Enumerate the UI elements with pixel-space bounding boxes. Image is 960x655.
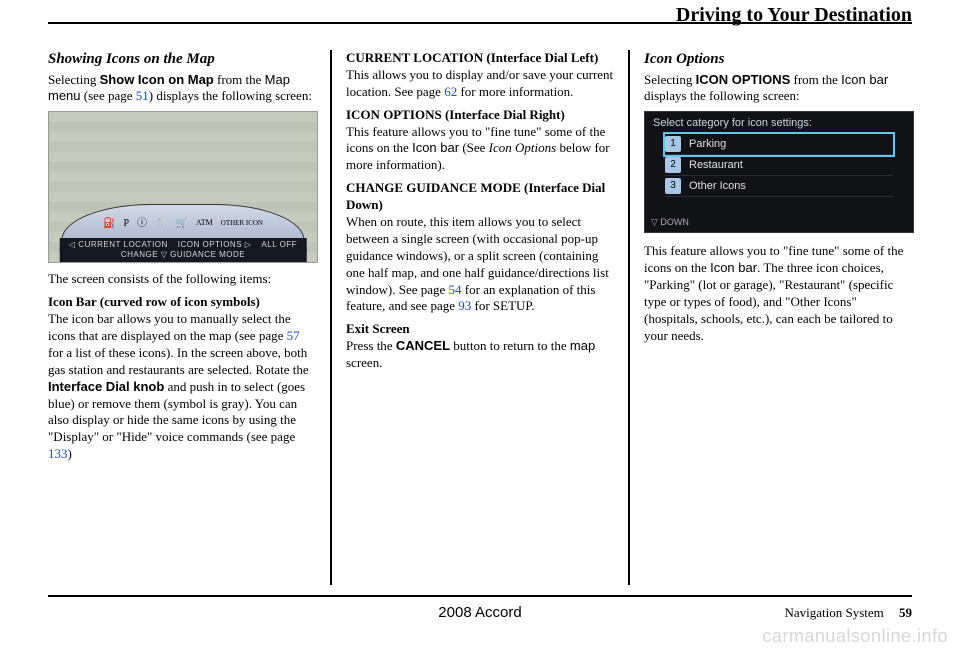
text: from the <box>214 72 265 87</box>
list-label: Restaurant <box>689 158 743 172</box>
text-sans: Icon bar <box>841 72 888 87</box>
text: ) displays the following screen: <box>149 88 312 103</box>
list-label: Parking <box>689 137 726 151</box>
screenshot-list: 1 Parking 2 Restaurant 3 Other Icons <box>665 134 893 197</box>
text-bold: CANCEL <box>396 338 450 353</box>
text-bold: Show Icon on Map <box>100 72 214 87</box>
page-ref-link[interactable]: 54 <box>449 282 462 297</box>
iconbar-row2: CHANGE ▽ GUIDANCE MODE <box>60 248 307 262</box>
list-item: 3 Other Icons <box>665 176 893 197</box>
column-2: CURRENT LOCATION (Interface Dial Left) T… <box>346 50 614 585</box>
text-italic: Icon Options <box>489 140 557 155</box>
col1-after-shot: The screen consists of the following ite… <box>48 271 316 288</box>
icon-options-screenshot: Select category for icon settings: 1 Par… <box>644 111 914 233</box>
page-ref-link[interactable]: 93 <box>458 298 471 313</box>
list-item: 1 Parking <box>665 134 893 155</box>
text: The icon bar allows you to manually sele… <box>48 311 291 343</box>
text: for SETUP. <box>471 298 534 313</box>
text-sans: Icon bar <box>412 140 459 155</box>
text: from the <box>790 72 841 87</box>
text-bold: ICON OPTIONS <box>696 72 791 87</box>
text: Press the <box>346 338 396 353</box>
content-columns: Showing Icons on the Map Selecting Show … <box>48 50 912 585</box>
text: Selecting <box>48 72 100 87</box>
screenshot-title: Select category for icon settings: <box>653 116 812 130</box>
iconopt-para: This feature allows you to "fine tune" s… <box>346 124 614 175</box>
text: button to return to the <box>450 338 570 353</box>
iconbar-para: The icon bar allows you to manually sele… <box>48 311 316 463</box>
col3-heading: Icon Options <box>644 50 912 70</box>
footer-page-number: 59 <box>899 605 912 620</box>
map-screenshot: ⛽ P ⓘ 🍴 🛒 ATM OTHER ICON ◁ CURRENT LOCAT… <box>48 111 318 263</box>
text-bold: Interface Dial knob <box>48 379 164 394</box>
list-label: Other Icons <box>689 179 746 193</box>
column-3: Icon Options Selecting ICON OPTIONS from… <box>644 50 912 585</box>
change-para: When on route, this item allows you to s… <box>346 214 614 315</box>
text: for more information. <box>457 84 573 99</box>
text-sans: Icon bar <box>710 260 757 275</box>
change-guidance-label: CHANGE ▽ GUIDANCE MODE <box>121 250 245 260</box>
list-num: 3 <box>665 178 681 194</box>
down-indicator: ▽ DOWN <box>651 217 689 229</box>
list-item: 2 Restaurant <box>665 155 893 176</box>
text: Selecting <box>644 72 696 87</box>
page-ref-link[interactable]: 133 <box>48 446 68 461</box>
column-divider <box>628 50 630 585</box>
col3-intro: Selecting ICON OPTIONS from the Icon bar… <box>644 72 912 106</box>
page-ref-link[interactable]: 57 <box>287 328 300 343</box>
col1-intro: Selecting Show Icon on Map from the Map … <box>48 72 316 106</box>
change-label: CHANGE GUIDANCE MODE (Interface Dial Dow… <box>346 180 614 214</box>
curloc-para: This allows you to display and/or save y… <box>346 67 614 101</box>
info-icon: ⓘ <box>137 217 147 230</box>
page-ref-link[interactable]: 62 <box>444 84 457 99</box>
shop-icon: 🛒 <box>175 217 187 230</box>
text: (See <box>459 140 489 155</box>
text: ) <box>68 446 72 461</box>
column-1: Showing Icons on the Map Selecting Show … <box>48 50 316 585</box>
footer-section: Navigation System <box>784 605 883 620</box>
text: for a list of these icons). In the scree… <box>48 345 309 377</box>
col3-para: This feature allows you to "fine tune" s… <box>644 243 912 344</box>
fuel-icon: ⛽ <box>103 217 115 230</box>
parking-icon: P <box>123 217 129 230</box>
iconopt-label: ICON OPTIONS (Interface Dial Right) <box>346 107 614 124</box>
list-num: 1 <box>665 136 681 152</box>
text: (see page <box>81 88 136 103</box>
text-sans: map <box>570 338 595 353</box>
other-icon-label: OTHER ICON <box>221 219 263 228</box>
restaurant-icon: 🍴 <box>155 217 167 230</box>
exit-label: Exit Screen <box>346 321 614 338</box>
atm-icon: ATM <box>196 218 213 228</box>
page-title: Driving to Your Destination <box>676 4 912 27</box>
page-ref-link[interactable]: 51 <box>136 88 149 103</box>
footer-model: 2008 Accord <box>438 604 521 621</box>
col1-heading: Showing Icons on the Map <box>48 50 316 70</box>
watermark: carmanualsonline.info <box>762 626 948 647</box>
text: screen. <box>346 355 382 370</box>
text: displays the following screen: <box>644 88 800 103</box>
curloc-label: CURRENT LOCATION (Interface Dial Left) <box>346 50 614 67</box>
footer-right: Navigation System 59 <box>784 605 912 621</box>
column-divider <box>330 50 332 585</box>
iconbar-section-label: Icon Bar (curved row of icon symbols) <box>48 294 316 311</box>
exit-para: Press the CANCEL button to return to the… <box>346 338 614 372</box>
list-num: 2 <box>665 157 681 173</box>
